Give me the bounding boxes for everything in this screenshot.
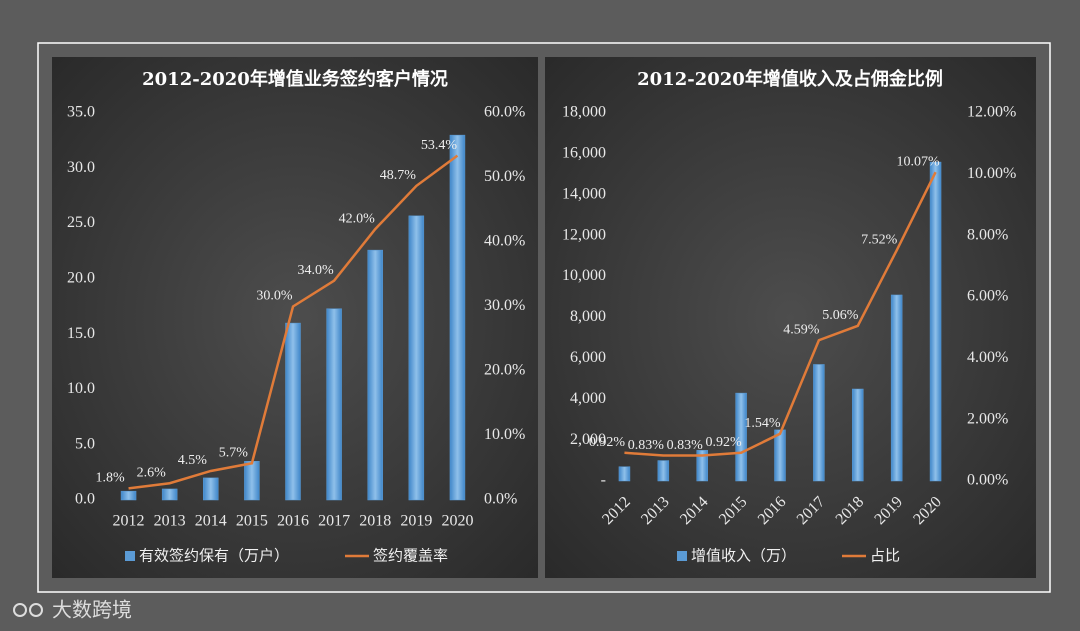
y2-tick-label: 0.0% xyxy=(484,491,517,508)
bar xyxy=(408,215,425,501)
y2-tick-label: 60.0% xyxy=(484,104,525,121)
y2-tick-label: 10.0% xyxy=(484,426,525,443)
data-label: 5.7% xyxy=(219,445,249,460)
x-tick-label: 2014 xyxy=(195,513,227,530)
y-tick-label: 4,000 xyxy=(570,390,606,407)
bar xyxy=(285,322,301,501)
legend-label: 签约覆盖率 xyxy=(373,547,448,565)
y-tick-label: 10.0 xyxy=(67,380,95,397)
x-tick-label: 2012 xyxy=(113,513,145,530)
bar xyxy=(618,466,631,482)
bar xyxy=(657,460,670,482)
x-tick-label: 2017 xyxy=(318,513,350,530)
y2-tick-label: 20.0% xyxy=(484,362,525,379)
legend-swatch xyxy=(677,551,687,561)
y2-tick-label: 4.00% xyxy=(967,349,1008,366)
bar xyxy=(852,388,864,482)
bar xyxy=(890,294,903,482)
bar xyxy=(735,392,747,482)
panel xyxy=(545,57,1036,578)
x-tick-label: 2013 xyxy=(154,513,186,530)
data-label: 0.92% xyxy=(589,435,626,450)
data-label: 30.0% xyxy=(256,289,293,304)
y2-tick-label: 2.00% xyxy=(967,410,1008,427)
legend-label: 占比 xyxy=(870,547,900,565)
y-tick-label: 12,000 xyxy=(562,226,606,243)
y2-tick-label: 6.00% xyxy=(967,288,1008,305)
y-tick-label: 5.0 xyxy=(75,435,95,452)
y2-tick-label: 0.00% xyxy=(967,472,1008,489)
y-tick-label: 2,000 xyxy=(570,431,606,448)
bar xyxy=(244,461,260,501)
data-label: 2.6% xyxy=(137,465,167,480)
frame xyxy=(37,42,1051,593)
data-label: 5.06% xyxy=(822,308,859,323)
y2-tick-label: 50.0% xyxy=(484,168,525,185)
data-label: 4.59% xyxy=(783,322,820,337)
data-label: 7.52% xyxy=(861,233,898,248)
x-tick-label: 2018 xyxy=(359,513,391,530)
y2-tick-label: 40.0% xyxy=(484,233,525,250)
y2-tick-label: 30.0% xyxy=(484,297,525,314)
legend-label: 增值收入（万） xyxy=(691,547,796,565)
legend-label: 有效签约保有（万户） xyxy=(139,547,289,565)
bar xyxy=(120,490,137,501)
y-tick-label: 15.0 xyxy=(67,325,95,342)
x-tick-label: 2015 xyxy=(236,513,268,530)
data-label: 10.07% xyxy=(896,154,940,169)
chart-title: 2012-2020年增值收入及占佣金比例 xyxy=(637,68,943,90)
bar xyxy=(813,364,825,482)
logo xyxy=(13,603,43,617)
y-tick-label: 8,000 xyxy=(570,308,606,325)
watermark: 大数跨境 xyxy=(52,598,132,622)
y-tick-label: 25.0 xyxy=(67,214,95,231)
bar xyxy=(161,488,178,501)
chart-title: 2012-2020年增值业务签约客户情况 xyxy=(142,68,448,90)
data-label: 42.0% xyxy=(339,211,376,226)
y-tick-label: 14,000 xyxy=(562,185,606,202)
y2-tick-label: 12.00% xyxy=(967,104,1016,121)
x-tick-label: 2019 xyxy=(400,513,432,530)
bar xyxy=(696,450,708,482)
y-tick-label: - xyxy=(601,472,606,489)
y-tick-label: 0.0 xyxy=(75,491,95,508)
y-tick-label: 18,000 xyxy=(562,104,606,121)
data-label: 0.83% xyxy=(667,438,704,453)
data-label: 1.54% xyxy=(744,416,781,431)
bar xyxy=(367,249,383,501)
legend-swatch xyxy=(125,551,135,561)
y2-tick-label: 10.00% xyxy=(967,165,1016,182)
bar xyxy=(203,477,219,501)
bar xyxy=(326,308,342,501)
x-tick-label: 2016 xyxy=(277,513,309,530)
bar xyxy=(774,429,786,482)
bar xyxy=(929,161,942,482)
y-tick-label: 30.0 xyxy=(67,159,95,176)
data-label: 48.7% xyxy=(380,168,417,183)
y-tick-label: 16,000 xyxy=(562,145,606,162)
data-label: 34.0% xyxy=(298,263,335,278)
x-tick-label: 2020 xyxy=(441,513,473,530)
line xyxy=(128,154,459,490)
y2-tick-label: 8.00% xyxy=(967,226,1008,243)
data-label: 1.8% xyxy=(95,471,125,486)
data-label: 4.5% xyxy=(178,453,208,468)
data-label: 53.4% xyxy=(421,138,458,153)
y-tick-label: 10,000 xyxy=(562,267,606,284)
y-tick-label: 35.0 xyxy=(67,104,95,121)
data-label: 0.92% xyxy=(706,435,743,450)
y-tick-label: 6,000 xyxy=(570,349,606,366)
line xyxy=(624,171,937,457)
bar xyxy=(449,134,466,501)
data-label: 0.83% xyxy=(628,438,665,453)
y-tick-label: 20.0 xyxy=(67,270,95,287)
